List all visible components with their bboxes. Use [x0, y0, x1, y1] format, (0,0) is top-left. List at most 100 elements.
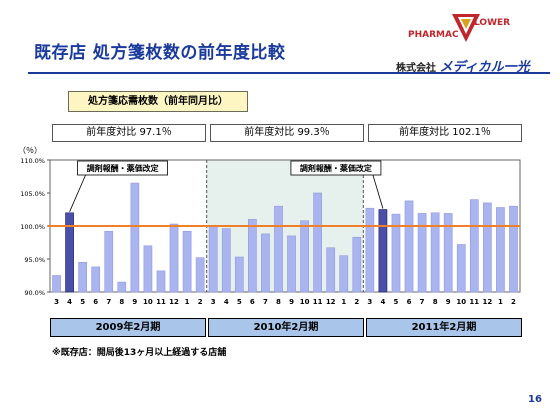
bar [182, 230, 192, 293]
bar [313, 192, 322, 293]
bar [143, 245, 153, 293]
x-tick-label: 3 [211, 298, 216, 306]
x-tick-label: 10 [143, 298, 153, 306]
x-tick-label: 4 [67, 298, 72, 306]
x-tick-label: 9 [446, 298, 451, 306]
title-underline [28, 72, 550, 74]
y-axis-unit: （％） [18, 146, 42, 155]
bar [274, 205, 283, 293]
y-tick-label: 100.0% [20, 223, 45, 231]
bar [287, 235, 296, 293]
x-tick-label: 3 [367, 298, 372, 306]
bar [469, 199, 479, 293]
yoy-label-2011: 前年度対比 102.1％ [368, 124, 522, 142]
x-tick-label: 11 [469, 298, 479, 306]
bar [443, 213, 453, 293]
logo-text-right: LOWER [474, 18, 511, 28]
bar [261, 233, 270, 293]
x-tick-label: 2 [511, 298, 516, 306]
bar [169, 223, 179, 293]
period-label-2009: 2009年2月期 [50, 318, 206, 337]
x-tick-label: 12 [326, 298, 336, 306]
period-label-2011: 2011年2月期 [366, 318, 522, 337]
y-tick-label: 95.0% [24, 256, 45, 264]
x-tick-label: 4 [224, 298, 229, 306]
x-tick-label: 2 [198, 298, 203, 306]
bar [483, 202, 492, 293]
bar [456, 244, 466, 293]
logo-text-left: PHARMAC [408, 30, 459, 40]
bar [78, 262, 87, 293]
x-tick-label: 1 [185, 298, 190, 306]
bar [248, 219, 257, 293]
page-number: 16 [528, 394, 542, 405]
x-tick-label: 8 [276, 298, 281, 306]
bar [52, 275, 61, 293]
x-tick-label: 4 [380, 298, 385, 306]
bar [130, 182, 140, 293]
x-tick-label: 11 [156, 298, 166, 306]
bar [300, 220, 309, 293]
yoy-label-2010: 前年度対比 99.3％ [210, 124, 364, 142]
y-tick-label: 110.0% [20, 157, 45, 165]
annotation-leader [69, 174, 86, 212]
bar [404, 200, 414, 293]
x-tick-label: 5 [394, 298, 399, 306]
bar [339, 255, 349, 293]
x-tick-label: 12 [169, 298, 179, 306]
annotation-leader [372, 174, 384, 209]
bar [430, 212, 440, 293]
bar [156, 270, 166, 293]
footnote: ※既存店：開局後13ヶ月以上経過する店舗 [52, 348, 227, 358]
x-tick-label: 10 [456, 298, 466, 306]
bar [509, 205, 518, 293]
x-tick-label: 7 [106, 298, 111, 306]
x-tick-label: 9 [132, 298, 137, 306]
x-tick-label: 6 [407, 298, 412, 306]
bar [352, 236, 362, 293]
company-prefix: 株式会社 [396, 63, 436, 74]
bar [65, 212, 74, 293]
y-tick-label: 105.0% [20, 190, 45, 198]
x-tick-label: 3 [54, 298, 59, 306]
annotation-text: 調剤報酬・薬価改定 [300, 163, 372, 173]
chart-subtitle: 処方箋応需枚数（前年同月比） [68, 91, 248, 112]
annotation-text: 調剤報酬・薬価改定 [87, 163, 159, 173]
x-tick-label: 12 [482, 298, 492, 306]
bar [365, 207, 375, 293]
x-tick-label: 2 [354, 298, 359, 306]
bar [117, 281, 127, 293]
x-tick-label: 9 [289, 298, 294, 306]
x-tick-label: 5 [80, 298, 85, 306]
logo-mark-icon [452, 14, 480, 42]
page-title: 既存店 処方箋枚数の前年度比較 [34, 43, 286, 63]
company-brand-name: メディカル一光 [439, 60, 530, 75]
bar [195, 257, 205, 293]
yoy-label-2009: 前年度対比 97.1％ [52, 124, 206, 142]
bar-chart: 90.0%95.0%100.0%105.0%110.0%3 4 5 6 7 8 9 10 11 1… [20, 157, 521, 306]
annotation-box [77, 160, 168, 176]
x-tick-label: 6 [93, 298, 98, 306]
bar [326, 247, 336, 293]
x-tick-label: 7 [420, 298, 425, 306]
bar [208, 225, 218, 293]
x-tick-label: 7 [263, 298, 268, 306]
x-tick-label: 6 [250, 298, 255, 306]
x-tick-label: 1 [498, 298, 503, 306]
annotation-box [290, 160, 382, 176]
bar [234, 256, 244, 293]
x-tick-label: 1 [341, 298, 346, 306]
x-tick-label: 10 [300, 298, 310, 306]
company-logo: PHARMAC LOWER 株式会社 メディカル一光 [396, 12, 536, 75]
company-name: 株式会社 メディカル一光 [396, 56, 530, 75]
bar [91, 266, 101, 293]
x-tick-label: 11 [313, 298, 323, 306]
y-tick-label: 90.0% [24, 289, 45, 297]
bar [496, 207, 505, 293]
period-label-2010: 2010年2月期 [208, 318, 364, 337]
x-tick-label: 8 [433, 298, 438, 306]
x-tick-label: 5 [237, 298, 242, 306]
bar [417, 213, 427, 293]
bar [378, 209, 388, 293]
bar [221, 228, 231, 293]
